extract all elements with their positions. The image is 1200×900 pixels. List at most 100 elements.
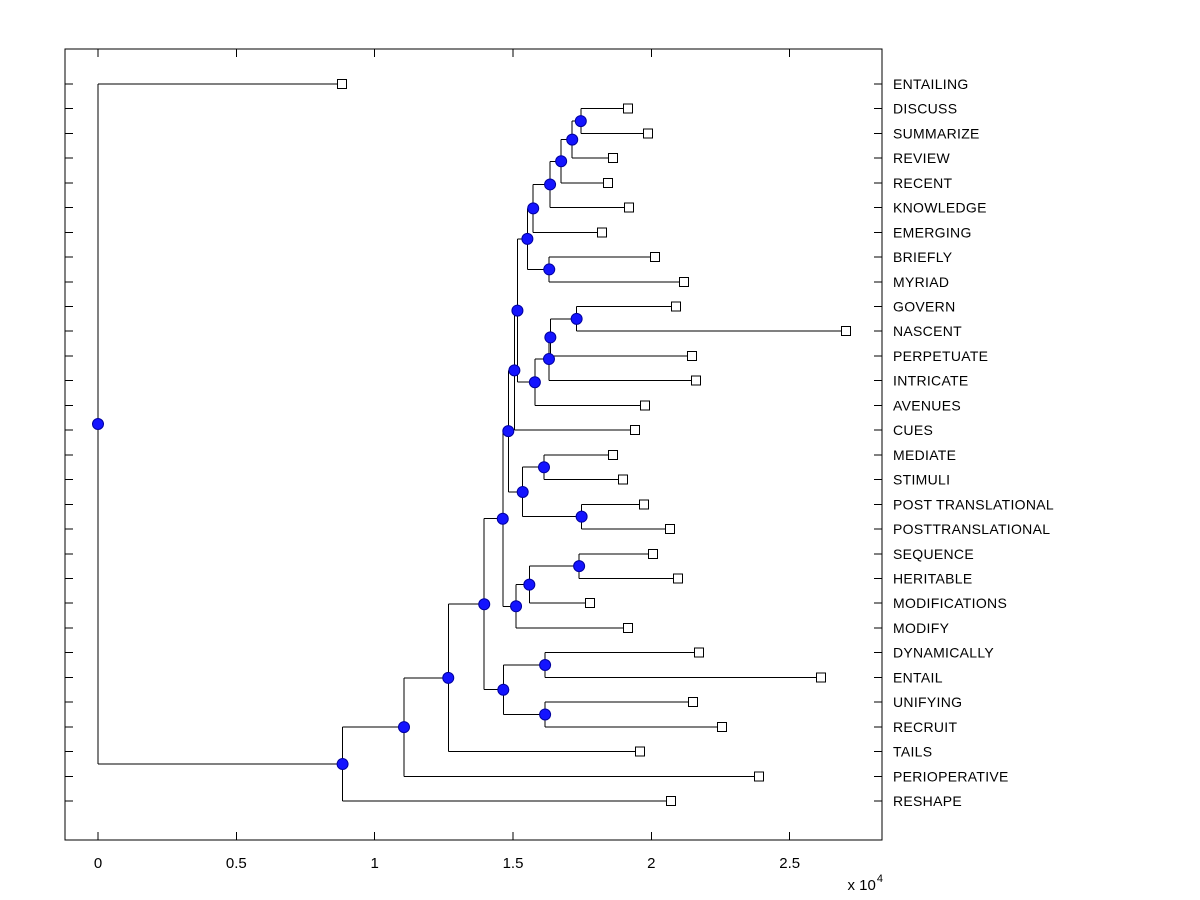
leaf-node-marker: [630, 425, 641, 436]
x-tick-label: 2.5: [779, 855, 800, 872]
leaf-node-marker: [337, 79, 348, 89]
leaf-node-marker: [602, 177, 613, 188]
leaf-node-marker: [643, 128, 654, 139]
leaf-node-marker: [670, 301, 681, 312]
leaf-label: BRIEFLY: [893, 249, 953, 265]
leaf-node-marker: [618, 474, 629, 485]
leaf-label: RECENT: [893, 175, 953, 191]
leaf-node-marker: [597, 227, 608, 238]
internal-node-marker: [442, 671, 455, 684]
leaf-node-marker: [815, 672, 826, 683]
internal-node-marker: [542, 353, 555, 366]
internal-node-marker: [575, 510, 588, 523]
node-markers: [92, 79, 851, 806]
leaf-label: EMERGING: [893, 224, 972, 240]
internal-node-marker: [478, 598, 491, 611]
internal-node-marker: [336, 758, 349, 771]
x-tick-label: 1.5: [503, 855, 524, 872]
internal-node-marker: [570, 312, 583, 325]
leaf-node-marker: [753, 771, 764, 782]
leaf-label: TAILS: [893, 744, 932, 760]
internal-node-marker: [92, 418, 104, 431]
internal-node-marker: [510, 600, 523, 613]
leaf-label: DISCUSS: [893, 101, 957, 117]
leaf-label: GOVERN: [893, 299, 955, 315]
leaf-node-marker: [584, 598, 595, 609]
leaf-label: PERPETUATE: [893, 348, 988, 364]
leaf-node-marker: [634, 746, 645, 757]
tree-branches: [97, 83, 846, 802]
leaf-label: MYRIAD: [893, 274, 949, 290]
leaf-label: NASCENT: [893, 323, 962, 339]
internal-node-marker: [544, 331, 557, 344]
leaf-node-marker: [665, 795, 676, 806]
x-tick-label: 1: [370, 855, 378, 872]
leaf-node-marker: [608, 449, 619, 460]
internal-node-marker: [521, 232, 534, 245]
internal-node-marker: [496, 512, 509, 525]
internal-node-marker: [574, 115, 587, 128]
leaf-label: HERITABLE: [893, 570, 972, 586]
leaf-label: POST TRANSLATIONAL: [893, 496, 1054, 512]
leaf-node-marker: [687, 697, 698, 708]
leaf-label: STIMULI: [893, 472, 950, 488]
internal-node-marker: [566, 133, 579, 146]
leaf-label: REVIEW: [893, 150, 951, 166]
leaf-node-marker: [649, 252, 660, 263]
leaf-node-marker: [687, 350, 698, 361]
leaf-node-marker: [623, 622, 634, 633]
internal-node-marker: [537, 461, 550, 474]
leaf-node-marker: [678, 276, 689, 287]
leaf-labels: ENTAILING DISCUSS SUMMARIZE REVIEW RECENT KNO…: [893, 76, 1054, 809]
leaf-label: PERIOPERATIVE: [893, 768, 1009, 784]
internal-node-marker: [539, 659, 552, 672]
internal-node-marker: [523, 578, 536, 591]
internal-node-marker: [397, 721, 410, 734]
leaf-label: UNIFYING: [893, 694, 962, 710]
leaf-node-marker: [623, 103, 634, 114]
leaf-label: POSTTRANSLATIONAL: [893, 521, 1050, 537]
internal-node-marker: [502, 425, 515, 438]
internal-node-marker: [497, 683, 510, 696]
internal-node-marker: [511, 304, 524, 317]
leaf-node-marker: [639, 400, 650, 411]
leaf-label: RESHAPE: [893, 793, 962, 809]
leaf-node-marker: [648, 548, 658, 559]
leaf-node-marker: [716, 721, 727, 732]
internal-node-marker: [527, 202, 540, 215]
internal-node-marker: [555, 155, 568, 168]
internal-node-marker: [528, 376, 541, 389]
leaf-label: DYNAMICALLY: [893, 645, 994, 661]
internal-node-marker: [573, 560, 586, 573]
leaf-node-marker: [608, 153, 619, 164]
x-axis-tick-labels: 0 0.5 1 1.5 2 2.5: [94, 855, 800, 872]
leaf-label: CUES: [893, 422, 933, 438]
x-tick-label: 0.5: [226, 855, 247, 872]
leaf-label: MODIFY: [893, 620, 950, 636]
leaf-node-marker: [672, 573, 683, 584]
axis-box: [64, 48, 883, 841]
leaf-label: SUMMARIZE: [893, 125, 980, 141]
x-axis-multiplier: x 104: [848, 873, 883, 894]
leaf-node-marker: [840, 326, 851, 337]
leaf-label: RECRUIT: [893, 719, 957, 735]
leaf-node-marker: [690, 375, 701, 386]
leaf-label: AVENUES: [893, 397, 961, 413]
leaf-label: ENTAILING: [893, 76, 969, 92]
leaf-node-marker: [693, 647, 704, 658]
x-tick-label: 2: [647, 855, 655, 872]
internal-node-marker: [544, 178, 557, 191]
internal-node-marker: [539, 708, 552, 721]
leaf-label: MEDIATE: [893, 447, 956, 463]
leaf-label: INTRICATE: [893, 373, 969, 389]
x-tick-label: 0: [94, 855, 102, 872]
leaf-label: ENTAIL: [893, 669, 943, 685]
internal-node-marker: [543, 263, 556, 276]
leaf-label: MODIFICATIONS: [893, 595, 1007, 611]
plot-border: [64, 48, 883, 841]
leaf-label: KNOWLEDGE: [893, 200, 987, 216]
leaf-node-marker: [638, 499, 649, 510]
leaf-node-marker: [623, 202, 634, 213]
